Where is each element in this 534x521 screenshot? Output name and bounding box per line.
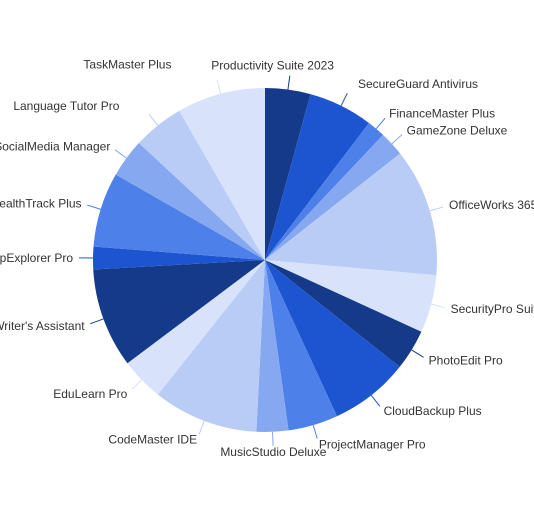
pie-slice-language-tutor-pro[interactable]: [138, 110, 265, 261]
pie-label-taskmaster-plus: TaskMaster Plus: [83, 58, 171, 72]
leader-line-securitypro-suite: [431, 303, 445, 309]
leader-line-projectmanager-pro: [312, 424, 318, 439]
leader-line-language-tutor-pro: [148, 114, 159, 126]
leader-line-secureguard-antivirus: [340, 92, 348, 106]
pie-leader-lines: [79, 75, 445, 446]
leader-line-gamezone-deluxe: [391, 134, 403, 145]
pie-label-healthtrack-plus: HealthTrack Plus: [0, 196, 82, 210]
pie-label-officeworks-365: OfficeWorks 365: [449, 198, 534, 212]
pie-slice-financemaster-plus[interactable]: [265, 122, 384, 260]
pie-slice-photoedit-pro[interactable]: [265, 260, 422, 367]
pie-slice-cloudbackup-plus[interactable]: [265, 260, 400, 417]
pie-label-language-tutor-pro: Language Tutor Pro: [13, 99, 119, 113]
pie-labels: Productivity Suite 2023 SecureGuard Antiv…: [0, 58, 534, 459]
pie-slice-musicstudio-deluxe[interactable]: [256, 260, 289, 432]
pie-label-mapexplorer-pro: MapExplorer Pro: [0, 251, 73, 265]
pie-slice-edulearn-pro[interactable]: [127, 260, 266, 395]
leader-line-writer-s-assistant: [90, 318, 104, 325]
pie-slice-productivity-suite-2023[interactable]: [265, 87, 311, 260]
pie-label-cloudbackup-plus: CloudBackup Plus: [384, 404, 482, 418]
leader-line-productivity-suite-2023: [287, 75, 291, 90]
pie-label-socialmedia-manager: SocialMedia Manager: [0, 139, 110, 153]
leader-line-musicstudio-deluxe: [271, 431, 274, 446]
pie-slices: [92, 87, 437, 432]
pie-label-securitypro-suite: SecurityPro Suite: [451, 302, 534, 316]
pie-slice-securitypro-suite[interactable]: [265, 260, 437, 332]
pie-label-musicstudio-deluxe: MusicStudio Deluxe: [220, 445, 326, 459]
pie-slice-officeworks-365[interactable]: [265, 153, 437, 276]
pie-label-financemaster-plus: FinanceMaster Plus: [389, 106, 495, 120]
leader-line-codemaster-ide: [198, 420, 205, 435]
leader-line-financemaster-plus: [375, 117, 386, 130]
pie-slice-secureguard-antivirus[interactable]: [265, 94, 369, 261]
pie-label-photoedit-pro: PhotoEdit Pro: [429, 353, 503, 367]
pie-label-writer-s-assistant: Writer's Assistant: [0, 319, 85, 333]
pie-label-codemaster-ide: CodeMaster IDE: [108, 433, 197, 447]
pie-slice-taskmaster-plus[interactable]: [179, 88, 265, 260]
leader-line-cloudbackup-plus: [370, 394, 381, 407]
pie-label-gamezone-deluxe: GameZone Deluxe: [407, 123, 508, 137]
leader-line-photoedit-pro: [411, 349, 424, 358]
leader-line-officeworks-365: [429, 206, 444, 212]
leader-line-taskmaster-plus: [216, 80, 222, 94]
pie-label-productivity-suite-2023: Productivity Suite 2023: [211, 59, 334, 73]
pie-slice-codemaster-ide[interactable]: [157, 260, 265, 432]
pie-label-projectmanager-pro: ProjectManager Pro: [319, 437, 426, 451]
leader-line-edulearn-pro: [131, 379, 143, 390]
pie-slice-healthtrack-plus[interactable]: [93, 174, 265, 261]
pie-slice-projectmanager-pro[interactable]: [265, 260, 337, 431]
pie-slice-writer-s-assistant[interactable]: [93, 260, 265, 364]
pie-slice-socialmedia-manager[interactable]: [115, 143, 265, 260]
pie-slice-mapexplorer-pro[interactable]: [92, 246, 265, 270]
leader-line-socialmedia-manager: [114, 149, 127, 159]
pie-label-secureguard-antivirus: SecureGuard Antivirus: [358, 77, 478, 91]
pie-slice-gamezone-deluxe[interactable]: [265, 134, 401, 260]
leader-line-healthtrack-plus: [87, 204, 101, 210]
pie-label-edulearn-pro: EduLearn Pro: [53, 387, 127, 401]
